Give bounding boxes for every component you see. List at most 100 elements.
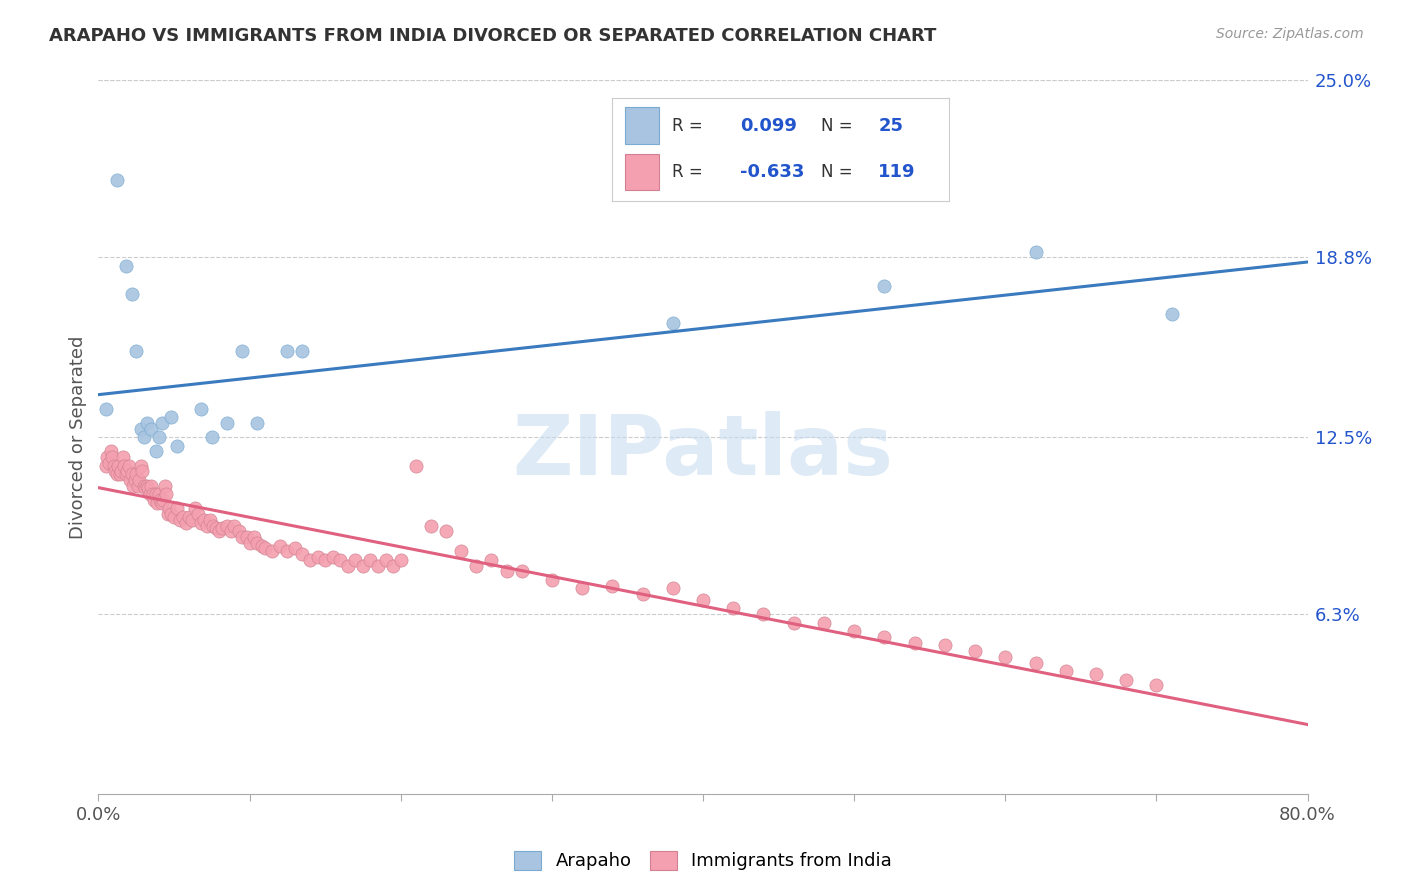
Point <box>166 439 188 453</box>
Point <box>661 316 683 330</box>
Point <box>136 482 159 496</box>
Point <box>156 507 179 521</box>
Point <box>127 478 149 492</box>
Point <box>752 607 775 621</box>
Point <box>135 478 157 492</box>
Point <box>224 518 246 533</box>
Point <box>129 421 152 435</box>
Point <box>243 530 266 544</box>
Text: ARAPAHO VS IMMIGRANTS FROM INDIA DIVORCED OR SEPARATED CORRELATION CHART: ARAPAHO VS IMMIGRANTS FROM INDIA DIVORCE… <box>49 27 936 45</box>
Bar <box>626 107 659 145</box>
Text: N =: N = <box>821 117 852 135</box>
Point <box>150 416 173 430</box>
Point <box>344 553 367 567</box>
Point <box>179 510 201 524</box>
Point <box>994 649 1017 664</box>
Point <box>190 401 212 416</box>
Point <box>152 492 174 507</box>
Point <box>184 501 207 516</box>
Point <box>1085 667 1108 681</box>
Point <box>284 541 307 556</box>
Point <box>146 496 169 510</box>
Point <box>215 416 238 430</box>
Point <box>190 516 212 530</box>
Point <box>783 615 806 630</box>
Point <box>336 558 359 573</box>
Point <box>129 458 152 473</box>
Point <box>382 558 405 573</box>
Point <box>934 639 956 653</box>
Point <box>121 467 143 482</box>
Point <box>253 541 276 556</box>
Point <box>107 458 129 473</box>
Point <box>1144 678 1167 692</box>
Point <box>276 544 298 558</box>
Point <box>104 464 127 478</box>
Point <box>153 478 176 492</box>
Point <box>125 467 148 482</box>
Point <box>434 524 457 539</box>
Point <box>132 430 155 444</box>
Point <box>246 535 269 549</box>
Point <box>128 473 150 487</box>
Point <box>904 635 927 649</box>
Text: 25: 25 <box>879 117 903 135</box>
Point <box>195 518 218 533</box>
Point <box>143 492 166 507</box>
Point <box>314 553 336 567</box>
Point <box>352 558 374 573</box>
Text: 0.099: 0.099 <box>740 117 797 135</box>
Point <box>141 478 163 492</box>
Point <box>208 524 231 539</box>
Point <box>211 521 233 535</box>
Text: R =: R = <box>672 163 703 181</box>
Point <box>142 487 165 501</box>
Point <box>813 615 835 630</box>
Point <box>276 344 298 359</box>
Point <box>221 524 243 539</box>
Point <box>844 624 866 639</box>
Point <box>405 458 427 473</box>
Point <box>420 518 443 533</box>
Point <box>367 558 389 573</box>
Point <box>150 496 173 510</box>
Point <box>571 582 593 596</box>
Point <box>100 444 122 458</box>
Point <box>112 458 135 473</box>
Point <box>121 287 143 301</box>
Point <box>110 464 132 478</box>
Text: N =: N = <box>821 163 852 181</box>
Point <box>231 530 253 544</box>
Legend: Arapaho, Immigrants from India: Arapaho, Immigrants from India <box>515 851 891 871</box>
Point <box>235 530 257 544</box>
Point <box>141 421 163 435</box>
Point <box>163 510 186 524</box>
Point <box>360 553 382 567</box>
Point <box>160 507 183 521</box>
Point <box>114 259 136 273</box>
Point <box>692 592 714 607</box>
Point <box>450 544 472 558</box>
Point <box>145 487 167 501</box>
Point <box>160 410 183 425</box>
Point <box>322 549 344 564</box>
Point <box>540 573 562 587</box>
Point <box>965 644 987 658</box>
Text: R =: R = <box>672 117 703 135</box>
Point <box>307 549 329 564</box>
Point <box>510 564 533 578</box>
Point <box>723 601 745 615</box>
Point <box>181 513 204 527</box>
Point <box>174 516 197 530</box>
Point <box>132 478 155 492</box>
Point <box>228 524 250 539</box>
Text: Source: ZipAtlas.com: Source: ZipAtlas.com <box>1216 27 1364 41</box>
Point <box>118 458 141 473</box>
Point <box>1160 307 1182 321</box>
Point <box>1054 664 1077 678</box>
Bar <box>626 153 659 190</box>
Point <box>1024 244 1046 259</box>
Point <box>291 547 314 561</box>
Point <box>114 467 136 482</box>
Text: -0.633: -0.633 <box>740 163 804 181</box>
